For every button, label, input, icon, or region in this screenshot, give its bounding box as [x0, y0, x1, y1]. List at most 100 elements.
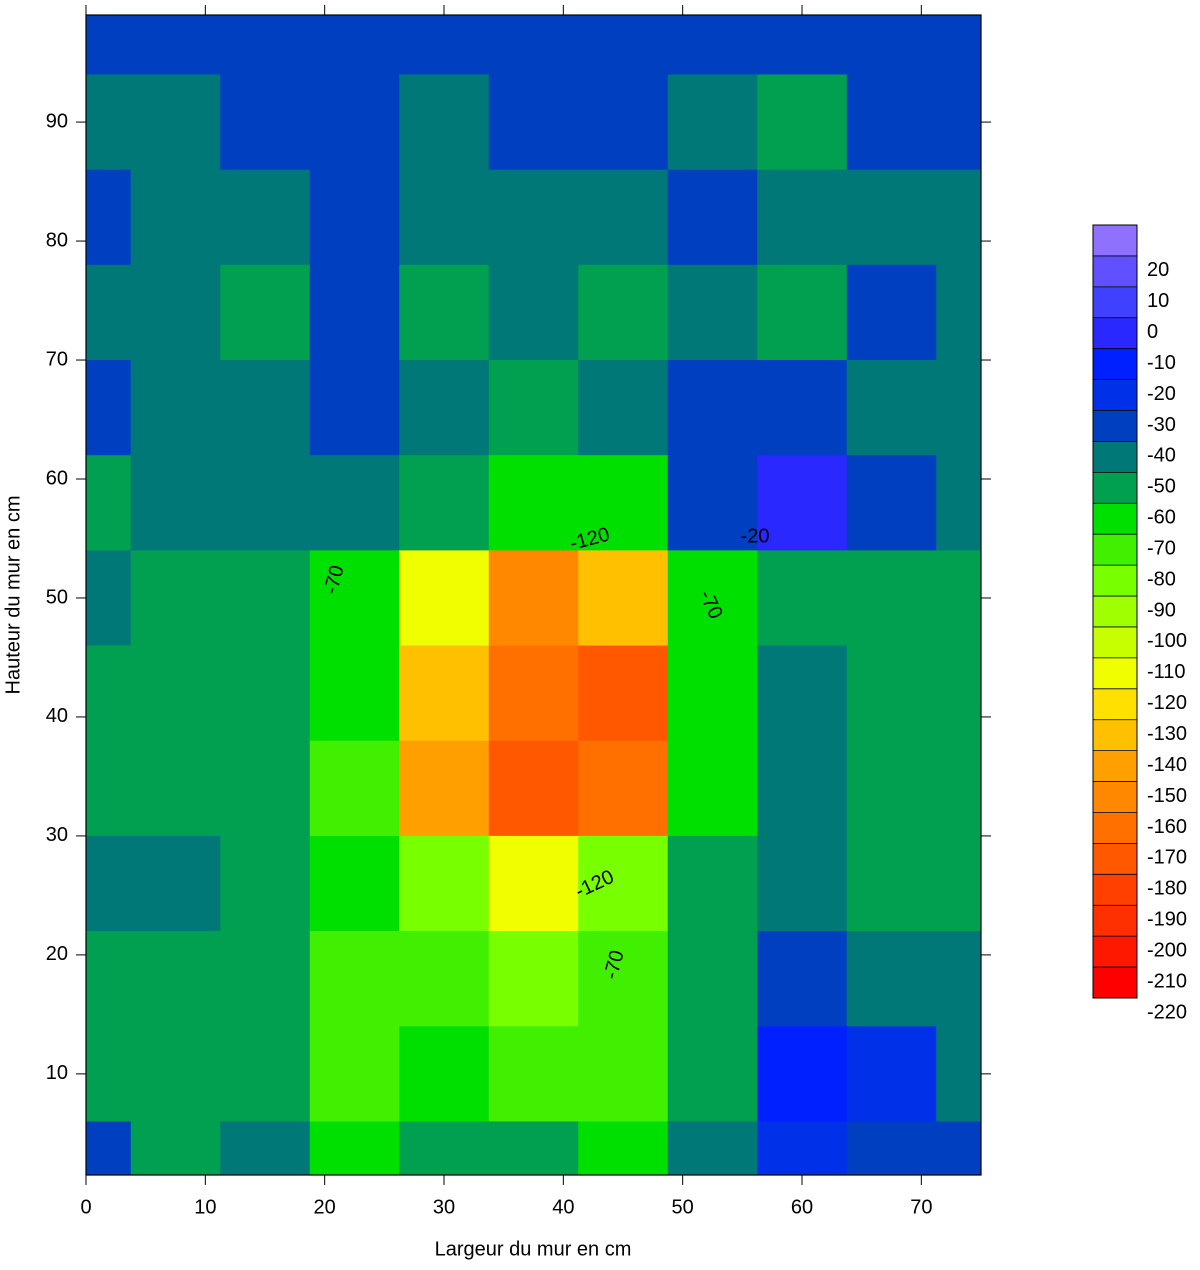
- contour-cell: [130, 455, 221, 551]
- x-tick-label: 40: [552, 1196, 574, 1218]
- contour-cell: [220, 360, 311, 456]
- contour-cell: [846, 931, 937, 1027]
- colorbar-band: [1093, 874, 1137, 906]
- contour-cell: [846, 360, 937, 456]
- contour-cell: [86, 1121, 132, 1175]
- contour-cell: [130, 1026, 221, 1122]
- contour-cell: [757, 740, 848, 837]
- y-tick-label: 50: [46, 586, 68, 608]
- contour-cell: [130, 1121, 221, 1175]
- colorbar-label: -200: [1147, 939, 1187, 961]
- x-tick-label: 50: [672, 1196, 694, 1218]
- contour-cell: [488, 550, 579, 647]
- contour-cell: [220, 455, 311, 551]
- plot-frame: [85, 14, 982, 1176]
- x-axis-label: Largeur du mur en cm: [435, 1238, 632, 1260]
- contour-cell: [846, 645, 937, 742]
- contour-cell: [488, 740, 579, 837]
- contour-cell: [86, 360, 132, 456]
- contour-cell: [667, 1026, 758, 1122]
- colorbar-band: [1093, 379, 1137, 411]
- contour-cell: [130, 835, 221, 932]
- colorbar-band: [1093, 441, 1137, 473]
- colorbar-band: [1093, 348, 1137, 380]
- colorbar-label: -130: [1147, 723, 1187, 745]
- x-tick-label: 60: [791, 1196, 813, 1218]
- contour-cell: [846, 740, 937, 837]
- colorbar-label: -80: [1147, 568, 1176, 590]
- contour-cell: [130, 740, 221, 837]
- colorbar-label: -140: [1147, 754, 1187, 776]
- colorbar-band: [1093, 317, 1137, 349]
- colorbar-band: [1093, 905, 1137, 937]
- contour-cell: [757, 169, 848, 266]
- contour-cell: [936, 1121, 981, 1175]
- contour-cell: [846, 264, 937, 361]
- contour-cell: [399, 1026, 490, 1122]
- contour-cell: [309, 15, 400, 75]
- contour-cell: [667, 550, 758, 647]
- colorbar-band: [1093, 657, 1137, 689]
- y-axis-label: Hauteur du mur en cm: [2, 496, 24, 695]
- contour-cell: [309, 550, 400, 647]
- contour-cell: [578, 169, 669, 266]
- contour-cell: [86, 169, 132, 266]
- contour-cell: [399, 455, 490, 551]
- colorbar-band: [1093, 688, 1137, 720]
- contour-cell: [220, 15, 311, 75]
- contour-cell: [936, 835, 981, 932]
- colorbar-band: [1093, 255, 1137, 287]
- contour-cell: [220, 74, 311, 171]
- contour-cell: [399, 74, 490, 171]
- contour-cell: [667, 15, 758, 75]
- colorbar-label: -170: [1147, 847, 1187, 869]
- colorbar-label: -40: [1147, 445, 1176, 467]
- contour-cell: [130, 264, 221, 361]
- contour-cell: [936, 931, 981, 1027]
- colorbar-label: -210: [1147, 970, 1187, 992]
- colorbar-label: 10: [1147, 290, 1169, 312]
- y-tick-label: 10: [46, 1062, 68, 1084]
- contour-cell: [846, 550, 937, 647]
- contour-cell: [399, 740, 490, 837]
- contour-cell: [757, 931, 848, 1027]
- contour-cell: [757, 455, 848, 551]
- colorbar-band: [1093, 750, 1137, 782]
- contour-cell: [936, 740, 981, 837]
- contour-cell: [130, 550, 221, 647]
- contour-cell: [578, 15, 669, 75]
- contour-cell: [399, 645, 490, 742]
- contour-cell: [309, 740, 400, 837]
- colorbar-label: -70: [1147, 537, 1176, 559]
- colorbar-label: -100: [1147, 630, 1187, 652]
- contour-cell: [667, 645, 758, 742]
- colorbar-label: -180: [1147, 878, 1187, 900]
- contour-cell: [130, 931, 221, 1027]
- contour-cell: [846, 74, 937, 171]
- contour-cell: [846, 15, 937, 75]
- contour-cell: [309, 264, 400, 361]
- contour-cell: [309, 645, 400, 742]
- contour-cell: [757, 1026, 848, 1122]
- contour-cell: [86, 455, 132, 551]
- contour-cell: [220, 645, 311, 742]
- contour-cell: [86, 645, 132, 742]
- contour-cell: [309, 169, 400, 266]
- contour-cell: [578, 264, 669, 361]
- contour-cell: [399, 264, 490, 361]
- contour-cell: [757, 645, 848, 742]
- colorbar-label: -220: [1147, 1001, 1187, 1023]
- contour-cell: [488, 169, 579, 266]
- contour-cell: [936, 169, 981, 266]
- contour-cell: [667, 455, 758, 551]
- colorbar-label: -150: [1147, 785, 1187, 807]
- y-tick-label: 90: [46, 110, 68, 132]
- colorbar-label: 20: [1147, 259, 1169, 281]
- contour-cell: [399, 1121, 490, 1175]
- contour-cell: [488, 15, 579, 75]
- contour-cell: [667, 169, 758, 266]
- contour-cell: [86, 931, 132, 1027]
- contour-cell: [488, 455, 579, 551]
- contour-cell: [578, 74, 669, 171]
- contour-label: -20: [741, 525, 770, 547]
